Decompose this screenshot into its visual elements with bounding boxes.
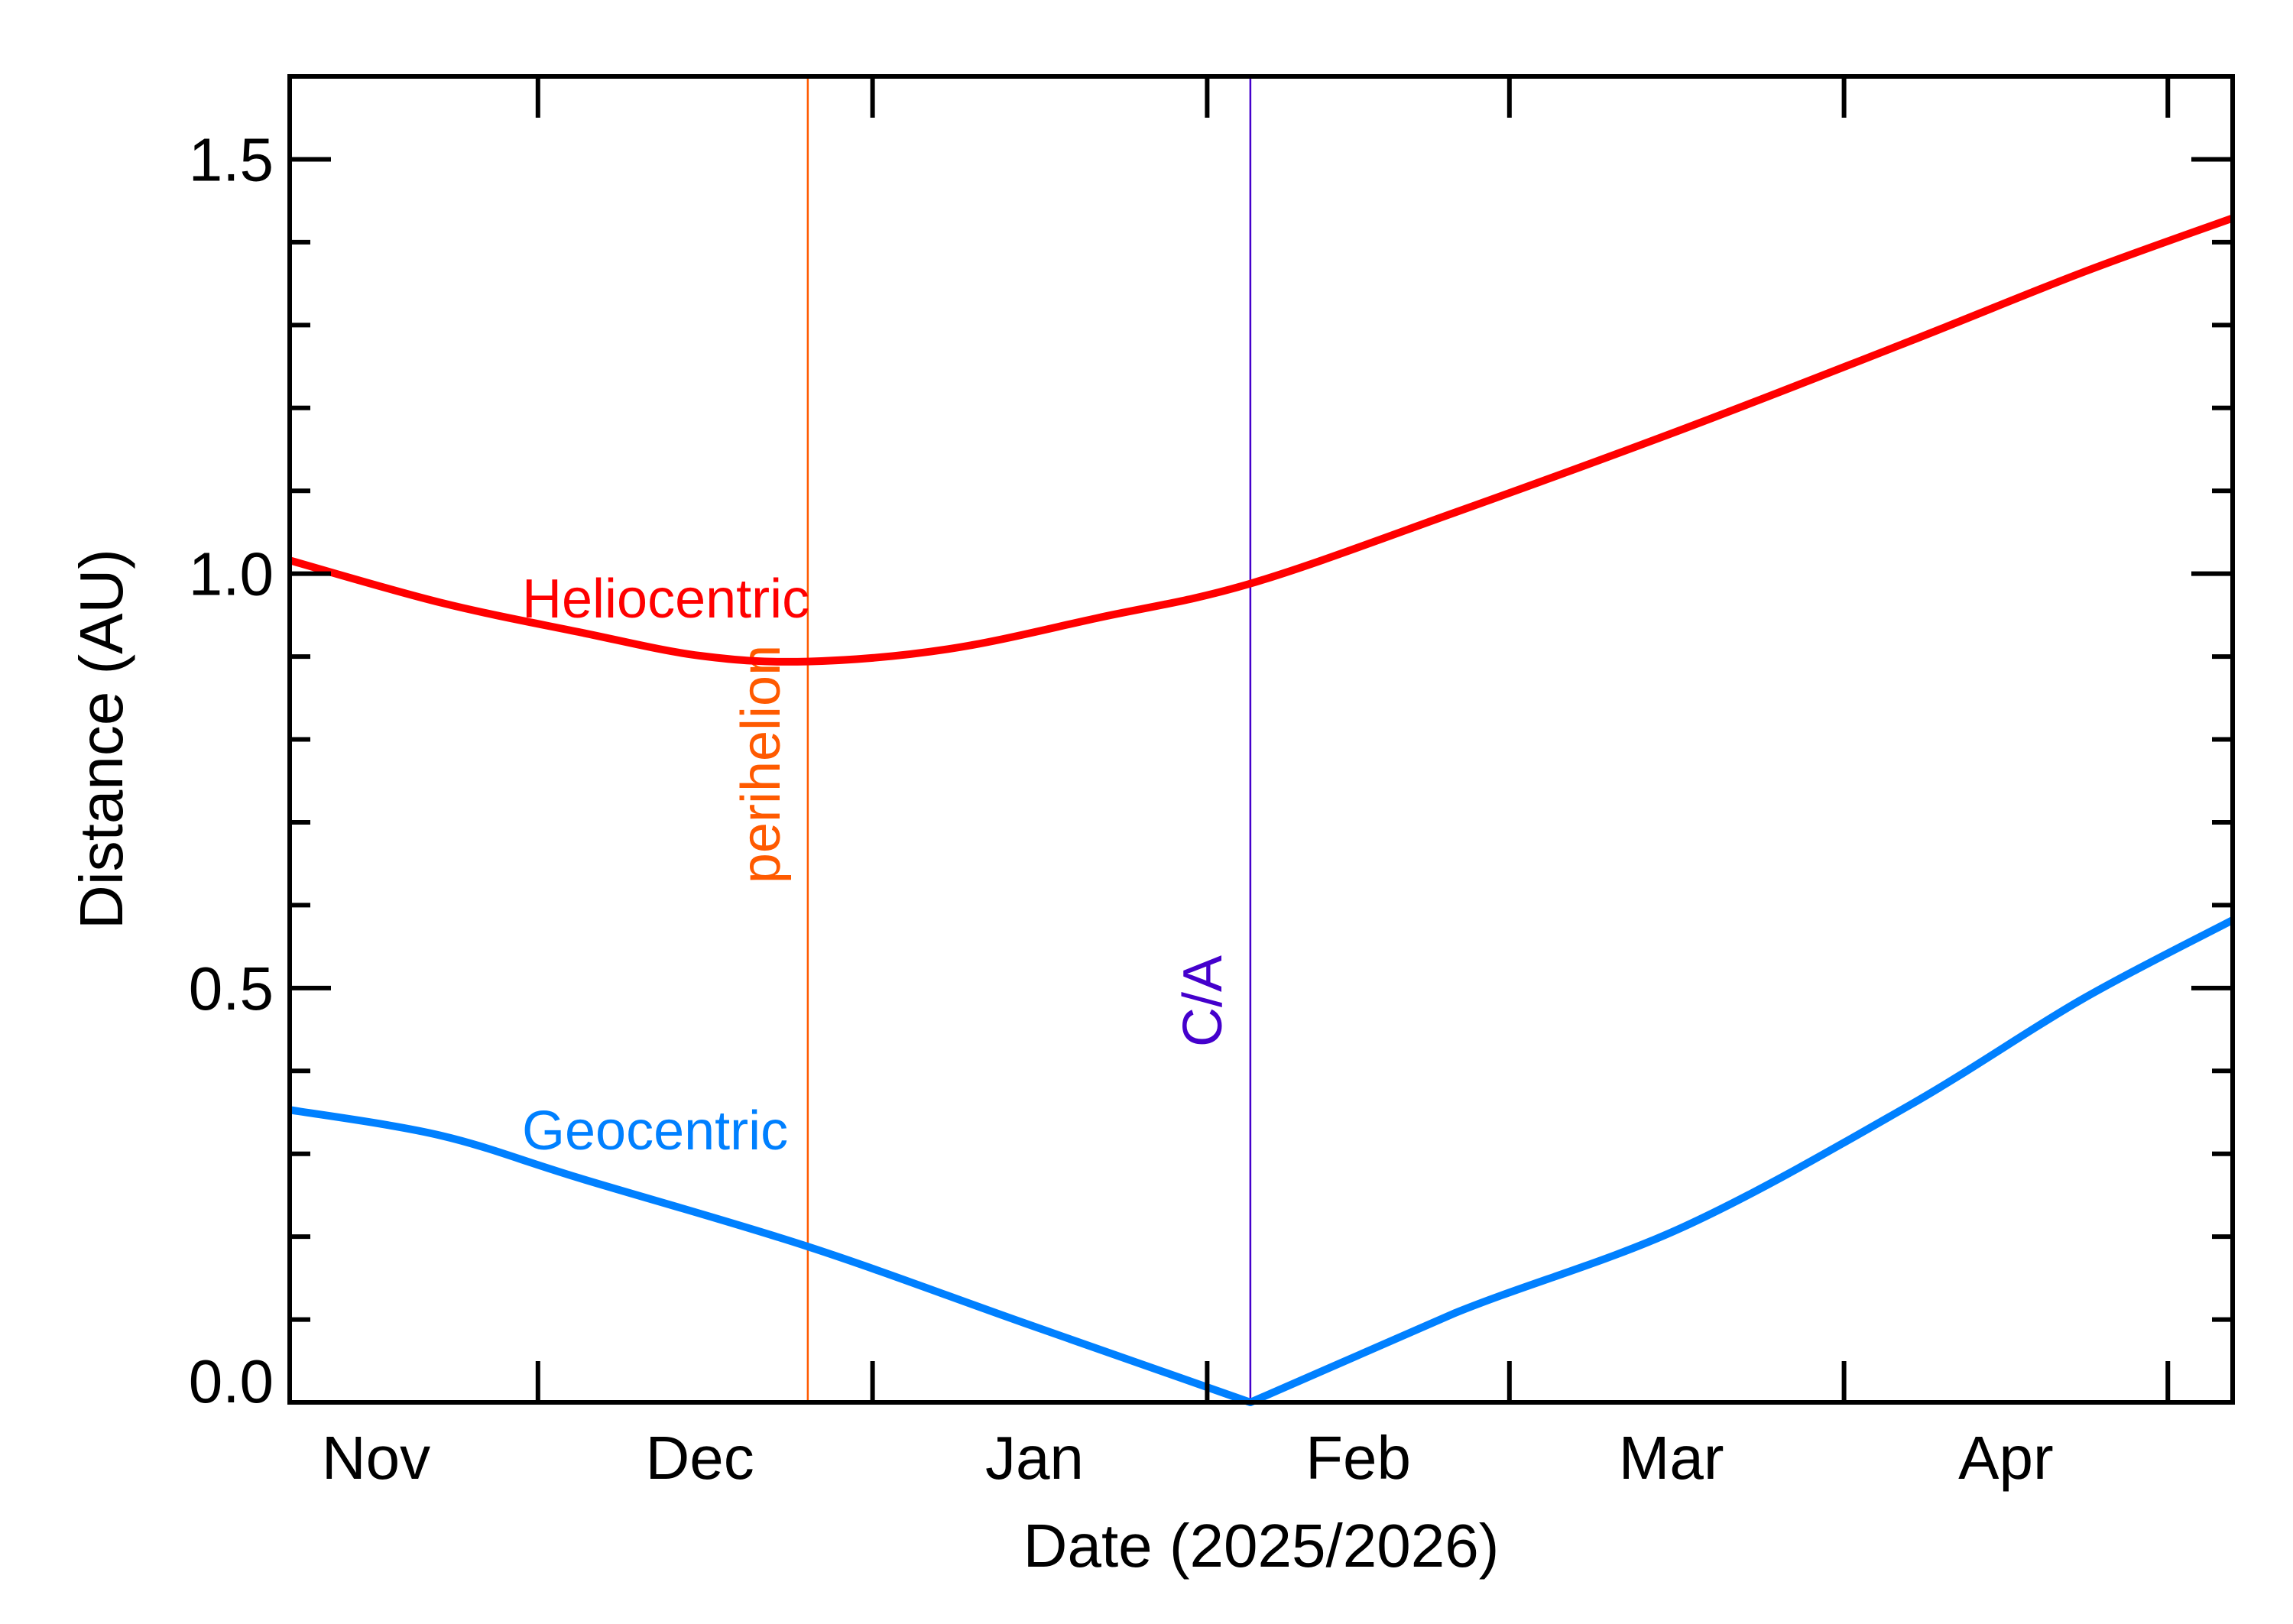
- marker-label: C/A: [1172, 955, 1234, 1047]
- y-tick-label: 0.5: [189, 955, 274, 1023]
- geocentric-label: Geocentric: [522, 1100, 788, 1162]
- x-tick-label: Dec: [646, 1424, 754, 1492]
- heliocentric-line: [288, 214, 2234, 666]
- heliocentric-label: Heliocentric: [522, 569, 809, 630]
- x-tick-label: Mar: [1619, 1424, 1724, 1492]
- plot-frame: [287, 74, 2235, 1405]
- x-axis-label: Date (2025/2026): [1023, 1512, 1500, 1580]
- y-tick-label: 1.0: [189, 540, 274, 608]
- marker-label: perihelion: [731, 645, 792, 883]
- geocentric-line: [289, 916, 2235, 1406]
- x-tick-label: Feb: [1305, 1424, 1411, 1492]
- x-tick-label: Apr: [1958, 1424, 2054, 1492]
- y-axis-label: Distance (AU): [67, 549, 135, 929]
- x-tick-label: Jan: [985, 1424, 1084, 1492]
- x-tick-label: Nov: [322, 1424, 430, 1492]
- y-tick-label: 0.0: [189, 1347, 274, 1415]
- y-tick-label: 1.5: [189, 125, 274, 193]
